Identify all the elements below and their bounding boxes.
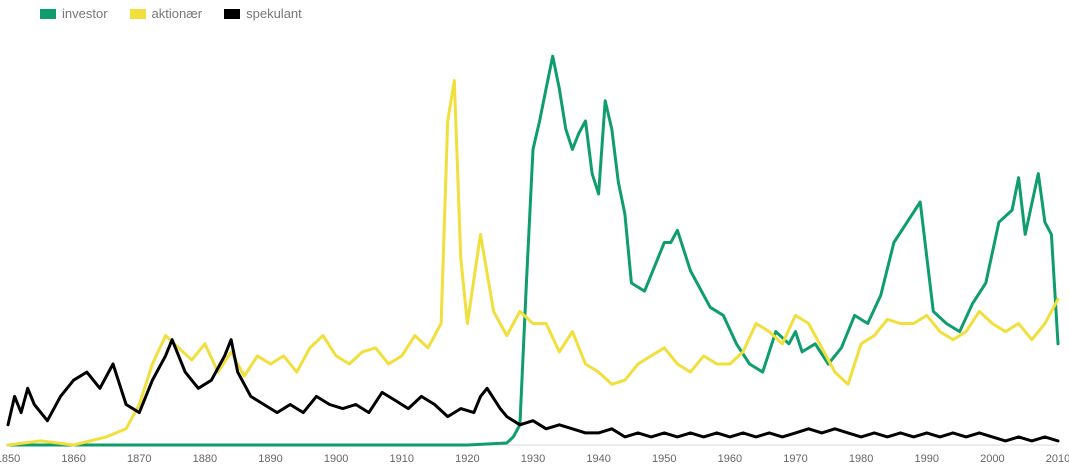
- x-tick-label-1980: 1980: [849, 453, 873, 465]
- legend-label-aktionaer: aktionær: [151, 6, 203, 21]
- series-line-investor: [6, 54, 1060, 447]
- legend-item-spekulant[interactable]: spekulant: [224, 6, 302, 21]
- x-tick-label-1930: 1930: [521, 453, 545, 465]
- x-tick-label-2010: 2010: [1046, 453, 1069, 465]
- x-tick-label-1880: 1880: [193, 453, 217, 465]
- x-tick-label-1960: 1960: [718, 453, 742, 465]
- x-tick-label-1940: 1940: [586, 453, 610, 465]
- x-tick-label-1890: 1890: [258, 453, 282, 465]
- legend-item-aktionaer[interactable]: aktionær: [129, 6, 203, 21]
- legend-swatch-aktionaer: [129, 8, 146, 19]
- x-tick-label-1950: 1950: [652, 453, 676, 465]
- x-tick-label-1990: 1990: [915, 453, 939, 465]
- x-tick-label-1900: 1900: [324, 453, 348, 465]
- legend-label-investor: investor: [62, 6, 108, 21]
- x-tick-label-1850: 1850: [0, 453, 20, 465]
- x-tick-label-1860: 1860: [61, 453, 85, 465]
- legend-item-investor[interactable]: investor: [40, 6, 108, 21]
- x-tick-label-2000: 2000: [980, 453, 1004, 465]
- legend-swatch-investor: [40, 8, 56, 19]
- x-tick-label-1910: 1910: [390, 453, 414, 465]
- legend-label-spekulant: spekulant: [246, 6, 302, 21]
- x-tick-label-1970: 1970: [783, 453, 807, 465]
- x-tick-label-1870: 1870: [127, 453, 151, 465]
- x-tick-label-1920: 1920: [455, 453, 479, 465]
- chart-legend: investor aktionær spekulant: [40, 6, 302, 21]
- series-line-aktionær: [6, 79, 1060, 447]
- series-line-spekulant: [6, 338, 1060, 443]
- legend-swatch-spekulant: [224, 8, 241, 19]
